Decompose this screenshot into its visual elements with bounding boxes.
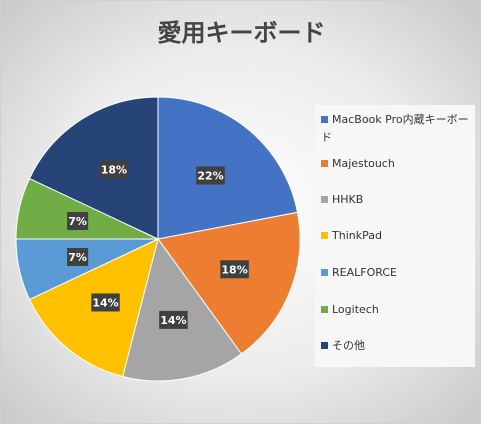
pie-slice-1 xyxy=(157,211,301,355)
legend: MacBook Pro内蔵キーボード Majestouch HHKB ThinkPad… xyxy=(315,105,475,367)
legend-swatch xyxy=(321,159,328,167)
svg-text:7%: 7% xyxy=(68,215,87,228)
legend-item-0: MacBook Pro内蔵キーボード xyxy=(321,111,471,147)
pie-slice-2 xyxy=(122,237,243,382)
legend-item-6: その他 xyxy=(321,337,471,355)
data-label-2: 14% xyxy=(159,310,188,329)
legend-label: MacBook Pro内蔵キーボード xyxy=(321,113,469,144)
legend-swatch xyxy=(321,305,328,313)
svg-text:18%: 18% xyxy=(221,263,247,276)
legend-item-1: Majestouch xyxy=(321,155,471,173)
chart-title: 愛用キーボード xyxy=(157,19,326,47)
data-label-3: 14% xyxy=(91,293,120,312)
data-label-4: 7% xyxy=(67,247,89,266)
svg-text:18%: 18% xyxy=(101,163,127,176)
legend-item-2: HHKB xyxy=(321,191,471,209)
legend-label: Logitech xyxy=(332,303,379,316)
pie-slice-0 xyxy=(157,96,299,240)
legend-swatch xyxy=(321,115,328,123)
legend-label: その他 xyxy=(332,339,365,352)
legend-item-5: Logitech xyxy=(321,301,471,319)
svg-text:14%: 14% xyxy=(160,314,186,327)
legend-item-3: ThinkPad xyxy=(321,227,471,245)
legend-label: ThinkPad xyxy=(332,229,382,242)
svg-text:22%: 22% xyxy=(197,170,223,183)
legend-swatch xyxy=(321,195,328,203)
svg-text:14%: 14% xyxy=(92,296,118,309)
legend-swatch xyxy=(321,231,328,239)
data-label-6: 18% xyxy=(99,160,129,179)
legend-label: HHKB xyxy=(332,193,364,206)
legend-label: Majestouch xyxy=(332,157,395,170)
legend-swatch xyxy=(321,268,328,276)
legend-item-4: REALFORCE xyxy=(321,264,471,282)
legend-swatch xyxy=(321,341,328,349)
data-label-1: 18% xyxy=(220,260,249,279)
legend-label: REALFORCE xyxy=(332,266,397,279)
svg-text:7%: 7% xyxy=(68,251,87,264)
data-label-0: 22% xyxy=(196,166,225,185)
pie-slice-6 xyxy=(28,96,159,240)
data-label-5: 7% xyxy=(67,212,89,231)
